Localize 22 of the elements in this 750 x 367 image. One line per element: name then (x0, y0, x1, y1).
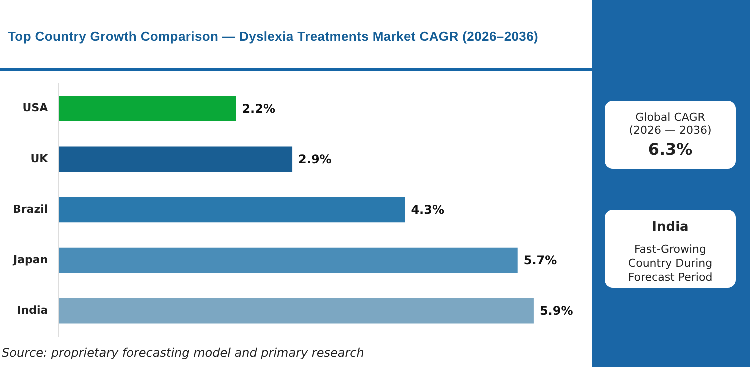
bar (59, 248, 518, 274)
y-tick-label: India (17, 304, 48, 317)
y-tick-label: USA (22, 102, 49, 115)
data-label: 4.3% (411, 203, 444, 218)
text: Fast-Growing Country During Forecast Period (627, 243, 714, 285)
bar (59, 96, 236, 122)
text: Global CAGR (634, 111, 706, 124)
text: India (651, 220, 690, 235)
bar (59, 197, 406, 223)
y-tick-label: Japan (12, 253, 48, 266)
y-tick-label: Brazil (12, 202, 48, 216)
data-label: 2.2% (242, 102, 276, 116)
data-label: 5.9% (540, 304, 574, 318)
bar (59, 146, 293, 172)
data-label: 2.9% (298, 152, 332, 167)
text: (2026 — 2036) (628, 124, 713, 137)
text: 6.3% (647, 140, 694, 159)
y-tick-label: UK (30, 152, 49, 166)
chart-title: Top Country Growth Comparison — Dyslexia Treatments Market CAGR (2026–2036) (8, 29, 540, 44)
source-note: Source: proprietary forecasting model and primary research (2, 346, 364, 360)
bar (59, 298, 534, 324)
data-label: 5.7% (524, 254, 558, 268)
